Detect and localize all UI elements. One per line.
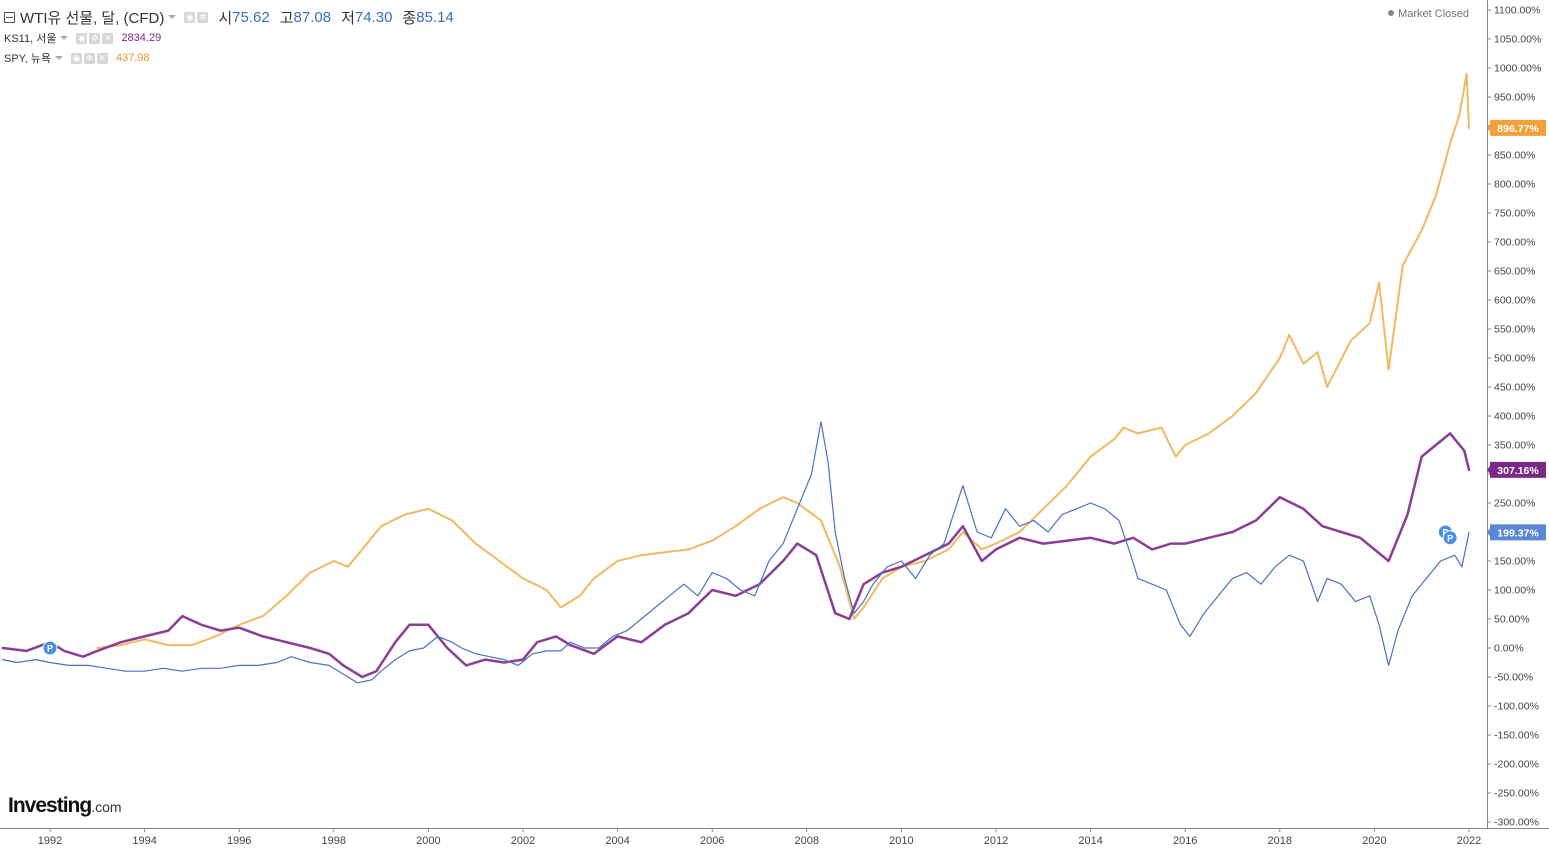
marker-layer: PPP xyxy=(42,524,1458,656)
y-tick-label: 750.00% xyxy=(1494,208,1535,220)
event-marker-2 xyxy=(1442,530,1458,546)
ks11-value: 2834.29 xyxy=(121,32,162,44)
x-tick-label: 2008 xyxy=(795,835,819,847)
investing-logo: Investing.com xyxy=(8,794,122,818)
main-series-row: WTI유 선물, 달, (CFD) ◉ ✲ 시 75.62 고 87.08 저 74.… xyxy=(4,6,454,28)
y-tick-label: -100.00% xyxy=(1494,701,1539,713)
chevron-down-icon[interactable] xyxy=(54,56,63,60)
close-label: 종 xyxy=(402,9,417,27)
y-tick-label: -50.00% xyxy=(1494,672,1533,684)
y-tick-label: 500.00% xyxy=(1494,353,1535,365)
close-value: 85.14 xyxy=(416,8,454,26)
x-tick-label: 2004 xyxy=(605,835,629,847)
x-tick-label: 1992 xyxy=(38,835,62,847)
gear-icon[interactable]: ✲ xyxy=(89,32,101,44)
open-value: 75.62 xyxy=(232,8,270,26)
event-marker-label-0: P xyxy=(47,644,53,654)
x-tick-label: 2016 xyxy=(1173,835,1197,847)
x-tick-label: 2014 xyxy=(1078,835,1102,847)
low-value: 74.30 xyxy=(354,8,393,26)
y-tick-label: 950.00% xyxy=(1494,92,1535,104)
y-tick-label: -300.00% xyxy=(1494,817,1539,829)
x-tick-label: 1996 xyxy=(227,835,251,847)
x-tick-label: 2018 xyxy=(1268,835,1292,847)
x-tick-label: 2020 xyxy=(1362,835,1386,847)
x-tick-label: 2022 xyxy=(1457,835,1481,847)
x-tick-label: 1994 xyxy=(132,835,156,847)
gear-icon[interactable]: ✲ xyxy=(83,52,95,64)
series-line-spy xyxy=(96,72,1470,649)
close-icon[interactable]: ✕ xyxy=(96,52,108,64)
series-line-wti xyxy=(2,421,1470,684)
y-tick-label: 0.00% xyxy=(1494,643,1524,655)
chevron-down-icon[interactable] xyxy=(168,15,177,19)
event-marker-label-2: P xyxy=(1447,533,1453,543)
x-tick-label: 1998 xyxy=(322,835,346,847)
y-tick-label: 1050.00% xyxy=(1494,34,1541,46)
y-tick-label: -200.00% xyxy=(1494,759,1539,771)
collapse-icon[interactable] xyxy=(4,11,15,23)
x-tick-label: 2012 xyxy=(984,835,1008,847)
y-tick-label: 650.00% xyxy=(1494,266,1535,278)
low-label: 저 xyxy=(341,9,355,27)
brand-suffix: .com xyxy=(91,799,122,815)
x-tick-label: 2000 xyxy=(416,835,440,847)
y-tick-label: 1100.00% xyxy=(1494,5,1541,17)
high-label: 고 xyxy=(279,9,294,27)
gear-icon[interactable]: ✲ xyxy=(197,11,209,23)
ks11-series-row: KS11, 서울 ◉ ✲ ✕ 2834.29 xyxy=(4,28,454,48)
x-tick-label: 2010 xyxy=(889,835,913,847)
last-value-label-wti: 199.37% xyxy=(1497,527,1539,539)
last-value-tag-ks11 xyxy=(1490,461,1546,478)
series-line-ks11 xyxy=(1,432,1471,679)
y-tick-label: -250.00% xyxy=(1494,788,1539,800)
eye-icon[interactable]: ◉ xyxy=(76,32,88,44)
y-tick-label: 450.00% xyxy=(1494,382,1535,394)
status-dot-icon xyxy=(1388,10,1395,16)
last-value-label-spy: 896.77% xyxy=(1497,123,1539,135)
spy-series-name: SPY, 뉴욕 xyxy=(4,53,51,65)
spy-value: 437.98 xyxy=(115,52,150,64)
y-tick-label: 1000.00% xyxy=(1494,63,1541,75)
ks11-series-name: KS11, 서울 xyxy=(4,33,57,45)
y-tick-label: 350.00% xyxy=(1494,440,1535,452)
x-tick-label: 2006 xyxy=(700,835,724,847)
spy-series-row: SPY, 뉴욕 ◉ ✲ ✕ 437.98 xyxy=(4,48,454,68)
chart-legend: WTI유 선물, 달, (CFD) ◉ ✲ 시 75.62 고 87.08 저 74.… xyxy=(4,6,454,68)
brand-name: Investing xyxy=(8,794,92,817)
y-tick-label: 850.00% xyxy=(1494,150,1535,162)
market-status-text: Market Closed xyxy=(1398,8,1469,20)
eye-icon[interactable]: ◉ xyxy=(70,52,82,64)
x-tick-label: 2002 xyxy=(511,835,535,847)
y-tick-label: 100.00% xyxy=(1494,585,1535,597)
chevron-down-icon[interactable] xyxy=(60,36,69,40)
last-value-tag-wti xyxy=(1490,524,1546,541)
y-tick-label: 550.00% xyxy=(1494,324,1535,336)
open-label: 시 xyxy=(218,9,233,27)
y-tick-label: 600.00% xyxy=(1494,295,1535,307)
close-icon[interactable]: ✕ xyxy=(102,32,114,44)
y-tick-label: 800.00% xyxy=(1494,179,1535,191)
y-tick-label: 700.00% xyxy=(1494,237,1535,249)
y-tick-label: 50.00% xyxy=(1494,614,1530,626)
y-tick-label: 400.00% xyxy=(1494,411,1535,423)
event-marker-0 xyxy=(42,640,58,656)
eye-icon[interactable]: ◉ xyxy=(184,11,196,23)
high-value: 87.08 xyxy=(293,8,332,26)
y-tick-label: -150.00% xyxy=(1494,730,1539,742)
last-value-label-ks11: 307.16% xyxy=(1497,465,1539,477)
market-status: Market Closed xyxy=(1388,8,1469,20)
main-series-title: WTI유 선물, 달, (CFD) xyxy=(20,9,165,27)
y-tick-label: 150.00% xyxy=(1494,556,1535,568)
series-layer xyxy=(1,72,1471,684)
last-value-pointer-spy xyxy=(1487,123,1490,132)
last-value-pointer-wti xyxy=(1487,528,1490,537)
last-value-tag-spy xyxy=(1490,119,1546,136)
y-tick-label: 250.00% xyxy=(1494,498,1535,510)
last-value-pointer-ks11 xyxy=(1487,465,1490,474)
